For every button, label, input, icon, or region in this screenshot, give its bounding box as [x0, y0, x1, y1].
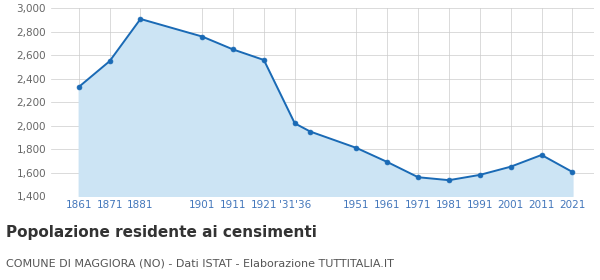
Text: COMUNE DI MAGGIORA (NO) - Dati ISTAT - Elaborazione TUTTITALIA.IT: COMUNE DI MAGGIORA (NO) - Dati ISTAT - E… [6, 259, 394, 269]
Text: Popolazione residente ai censimenti: Popolazione residente ai censimenti [6, 225, 317, 241]
